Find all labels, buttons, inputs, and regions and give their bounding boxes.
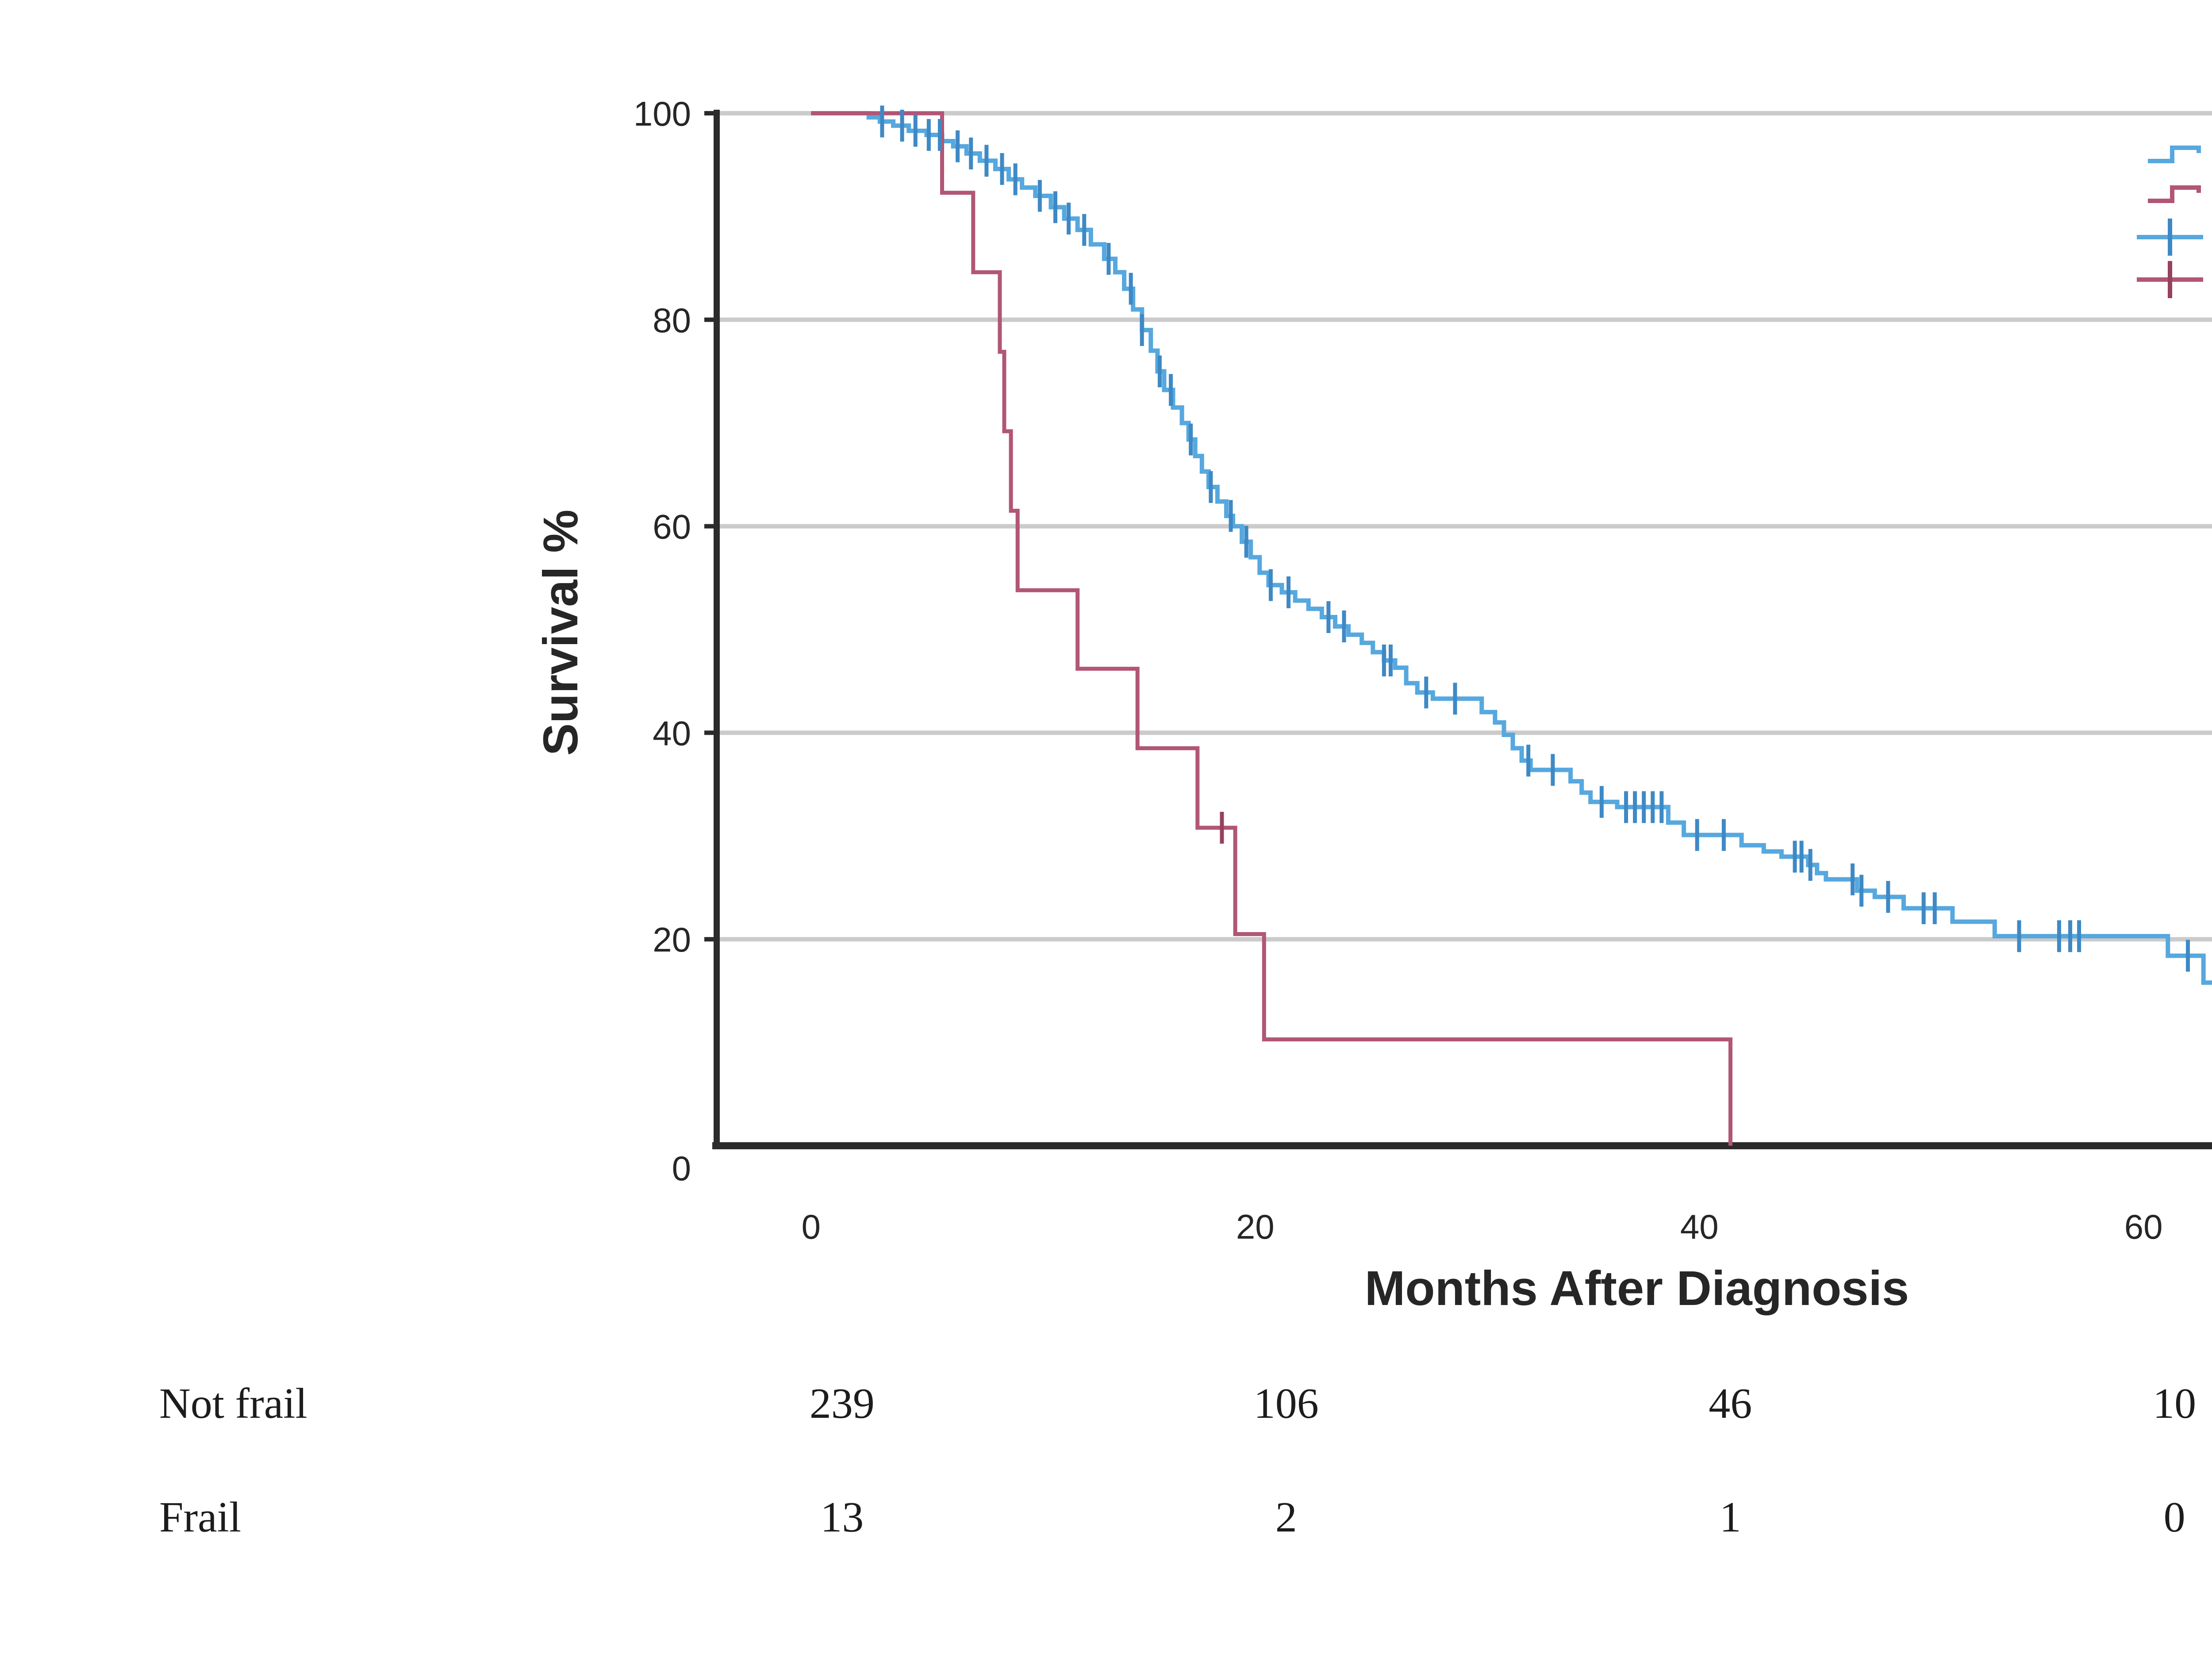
- risk-value-frail-20: 2: [1275, 1493, 1297, 1541]
- x-tick-label-40: 40: [1680, 1207, 1719, 1246]
- x-axis-tick-labels: 020406080: [802, 1207, 2163, 1246]
- curve-frail: [811, 111, 1732, 1146]
- y-axis-tick-labels: 100 80 60 40 20 0: [634, 94, 691, 1188]
- risk-row-label-not-frail: Not frail: [159, 1380, 307, 1428]
- x-axis-title: Months After Diagnosis: [1365, 1261, 1909, 1316]
- y-axis-title: Survival %: [534, 510, 588, 756]
- curve-not-frail: [811, 111, 2212, 985]
- risk-row-label-frail: Frail: [159, 1493, 241, 1541]
- x-tick-label-0: 0: [802, 1207, 821, 1246]
- risk-value-frail-0: 13: [820, 1493, 864, 1541]
- legend-marker-step-1: [2148, 185, 2201, 203]
- plot-frame: [704, 110, 2212, 1149]
- survival-curves: [811, 111, 2212, 1146]
- y-tick-label-100: 100: [634, 94, 691, 133]
- y-tick-label-0: 0: [672, 1149, 691, 1188]
- risk-value-not-frail-0: 239: [810, 1380, 875, 1428]
- y-tick-label-40: 40: [653, 714, 691, 752]
- risk-value-frail-60: 0: [2164, 1493, 2185, 1541]
- x-tick-label-20: 20: [1236, 1207, 1275, 1246]
- y-tick-label-60: 60: [653, 507, 691, 546]
- risk-value-frail-40: 1: [1720, 1493, 1741, 1541]
- censor-marks: [880, 105, 2190, 972]
- gridlines: [717, 111, 2212, 942]
- risk-value-not-frail-20: 106: [1254, 1380, 1319, 1428]
- legend-markers: [2137, 146, 2203, 298]
- y-tick-label-80: 80: [653, 301, 691, 340]
- x-tick-label-60: 60: [2124, 1207, 2163, 1246]
- legend-marker-step-0: [2148, 146, 2201, 163]
- risk-value-not-frail-60: 10: [2153, 1380, 2196, 1428]
- y-tick-label-20: 20: [653, 920, 691, 959]
- risk-value-not-frail-40: 46: [1709, 1380, 1752, 1428]
